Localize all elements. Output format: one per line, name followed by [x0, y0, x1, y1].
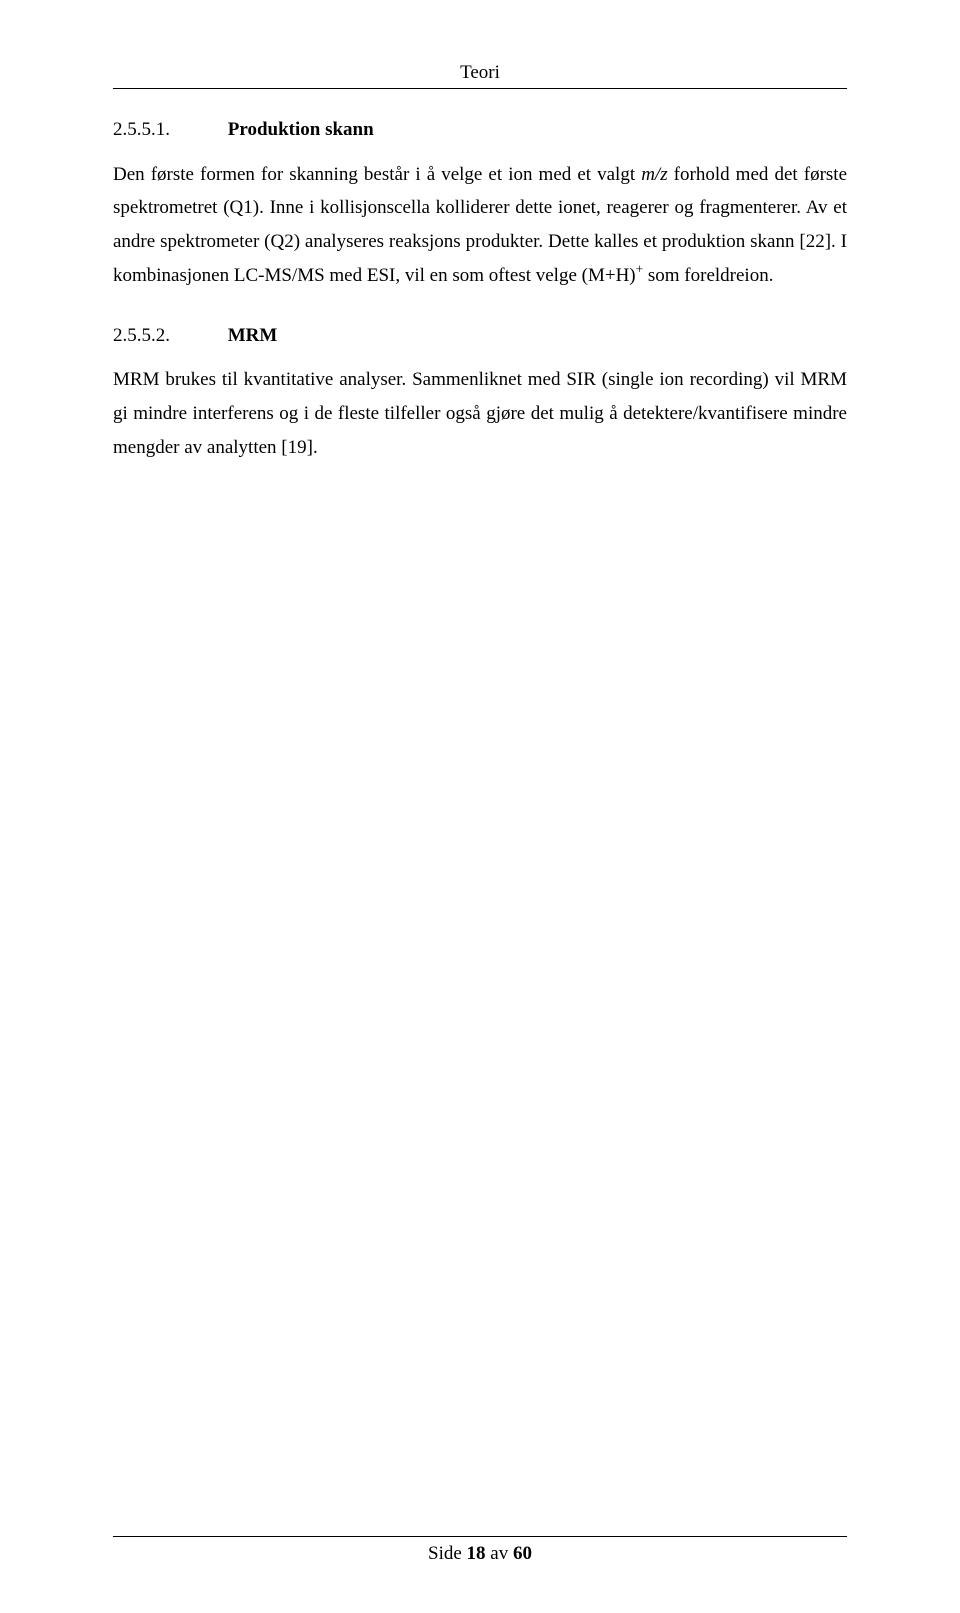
- divider-bottom: [113, 1536, 847, 1537]
- page-label-pre: Side: [428, 1543, 467, 1564]
- page-label-mid: av: [486, 1543, 513, 1564]
- section-heading-2: 2.5.5.2. MRM: [113, 323, 847, 350]
- running-head: Teori: [113, 62, 847, 84]
- section-number: 2.5.5.2.: [113, 323, 223, 350]
- page-total: 60: [513, 1543, 532, 1564]
- mz-italic: m/z: [641, 164, 667, 185]
- section-2-body: MRM brukes til kvantitative analyser. Sa…: [113, 363, 847, 464]
- section-number: 2.5.5.1.: [113, 117, 223, 144]
- text: som foreldreion.: [643, 265, 773, 286]
- page: Teori 2.5.5.1. Produktion skann Den førs…: [0, 0, 960, 1613]
- page-current: 18: [467, 1543, 486, 1564]
- page-number: Side 18 av 60: [113, 1543, 847, 1565]
- superscript-plus: +: [636, 262, 644, 277]
- section-title: MRM: [228, 325, 278, 346]
- section-heading-1: 2.5.5.1. Produktion skann: [113, 117, 847, 144]
- page-footer: Side 18 av 60: [113, 1536, 847, 1565]
- text: Den første formen for skanning består i …: [113, 164, 641, 185]
- section-1-body: Den første formen for skanning består i …: [113, 158, 847, 293]
- section-title: Produktion skann: [228, 119, 374, 140]
- divider-top: [113, 88, 847, 89]
